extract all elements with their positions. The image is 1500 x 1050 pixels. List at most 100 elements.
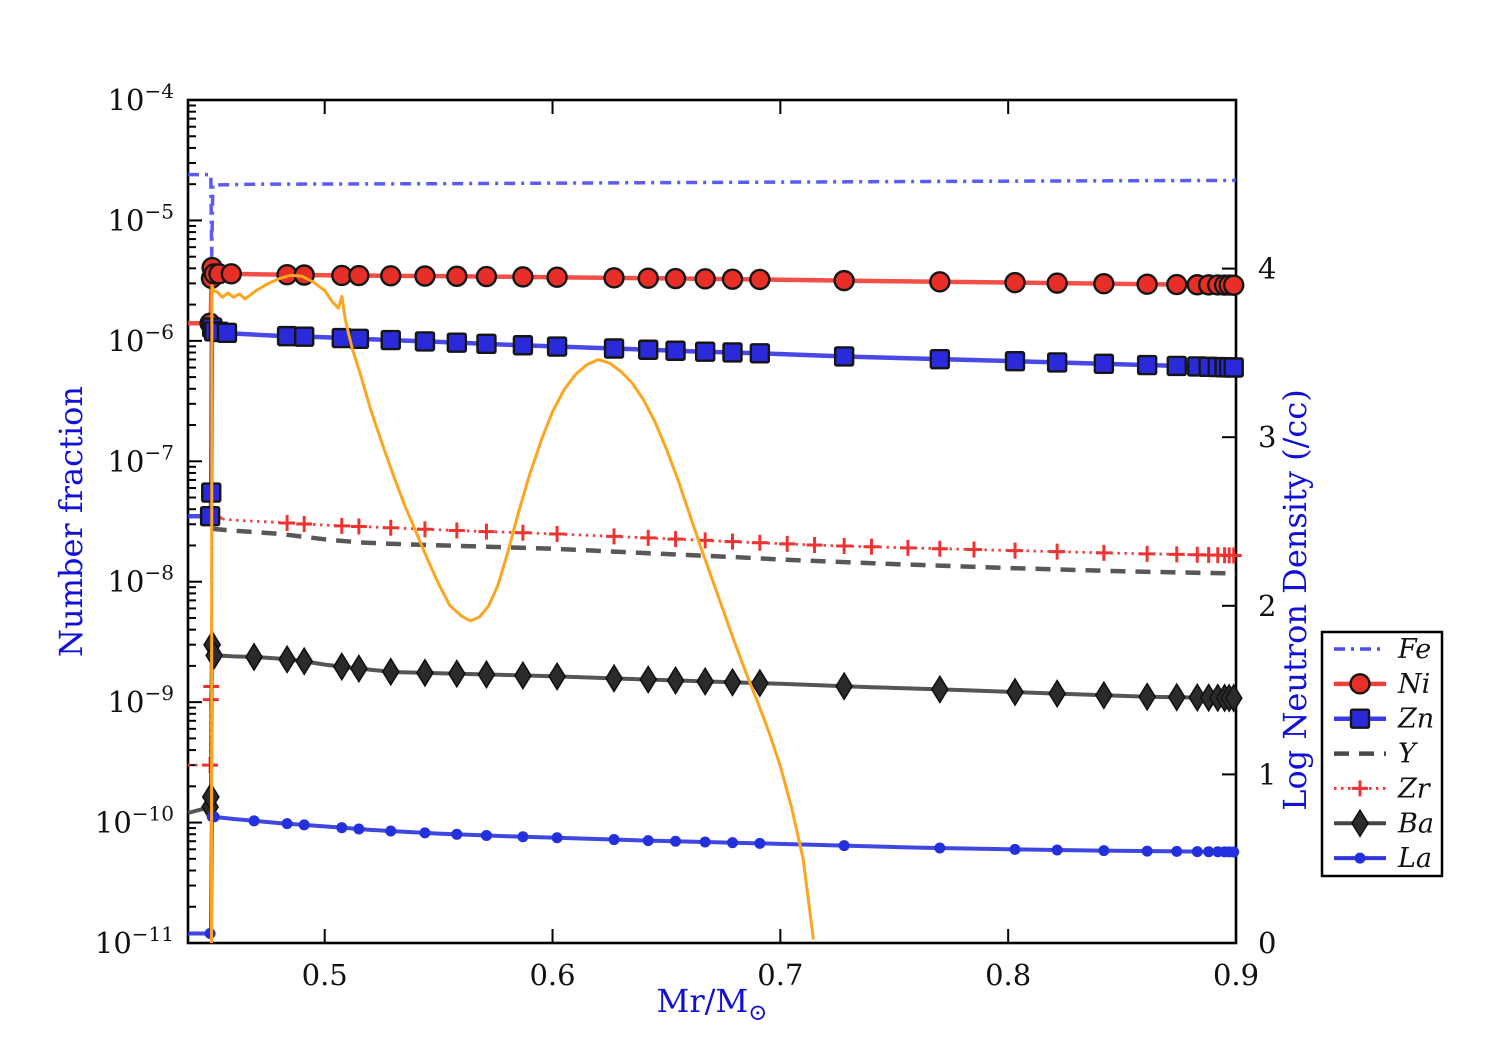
marker-Ni xyxy=(380,265,402,287)
marker-Zr xyxy=(1139,545,1156,562)
y-left-tick-label: 10−5 xyxy=(108,199,174,237)
marker-La xyxy=(517,831,529,843)
marker-Zr xyxy=(382,519,399,536)
marker-Ni xyxy=(512,266,534,288)
marker-Zn xyxy=(722,342,743,363)
marker-Ba xyxy=(1167,682,1186,712)
series-Ni xyxy=(188,256,1245,334)
series-Fe-line xyxy=(188,172,1237,259)
series-Zr xyxy=(188,509,1242,774)
marker-Zr xyxy=(1049,543,1066,560)
series-Zn-markers xyxy=(199,317,1244,527)
marker-Ba xyxy=(295,646,314,676)
y-right-tick-label: 1 xyxy=(1258,757,1276,791)
marker-Ni xyxy=(1004,271,1026,294)
legend-label: Zr xyxy=(1397,773,1432,804)
marker-Ni xyxy=(749,268,771,291)
marker-Ba xyxy=(639,664,658,695)
marker-La xyxy=(754,837,766,849)
marker-La xyxy=(551,832,563,844)
marker-Ni xyxy=(1093,273,1115,295)
series-neutron-density-line xyxy=(210,273,815,944)
plot-area xyxy=(186,98,1238,945)
marker-La xyxy=(1141,845,1153,857)
marker-La xyxy=(385,825,397,837)
legend-label: Y xyxy=(1398,739,1418,770)
y-right-tick-label: 4 xyxy=(1258,252,1276,286)
marker-La xyxy=(281,818,293,830)
marker-Zr xyxy=(931,540,948,557)
marker-La xyxy=(419,827,431,839)
marker-Ni xyxy=(1223,274,1245,296)
marker-Zr xyxy=(724,533,741,550)
marker-Zr xyxy=(1168,546,1185,563)
y-right-tick-label: 0 xyxy=(1258,926,1276,960)
x-tick-labels: 0.5 0.6 0.7 0.8 0.9 xyxy=(302,958,1259,992)
marker-La xyxy=(642,835,654,847)
marker-Ni xyxy=(475,265,498,288)
marker-La xyxy=(608,834,620,846)
marker-Ba xyxy=(1351,808,1369,838)
marker-Zr xyxy=(966,541,982,558)
legend-entry-Zr: Zr xyxy=(1334,773,1432,804)
marker-Ni xyxy=(220,263,242,285)
marker-Zr xyxy=(640,529,657,546)
marker-Zr xyxy=(350,518,367,535)
marker-Zn xyxy=(1136,354,1158,376)
legend-entry-Ni: Ni xyxy=(1334,669,1430,700)
marker-Ni xyxy=(1046,272,1068,294)
marker-Zr xyxy=(863,538,880,555)
series-Zr-markers xyxy=(202,509,1242,774)
legend: Fe Ni Zn YZr Ba La xyxy=(1320,630,1444,878)
marker-Zr xyxy=(779,535,796,552)
marker-Ba xyxy=(415,658,434,688)
marker-Zn xyxy=(1004,351,1026,372)
plot-frame xyxy=(186,98,1238,945)
marker-Ni xyxy=(664,267,687,290)
axis-ticks xyxy=(188,99,1237,944)
marker-Zr xyxy=(549,525,566,542)
legend-entry-Y: Y xyxy=(1334,739,1418,770)
marker-Zr xyxy=(751,534,768,551)
marker-Zn xyxy=(833,346,855,367)
marker-Ni xyxy=(929,271,951,293)
marker-Zn xyxy=(749,343,771,364)
y-left-tick-label: 10−8 xyxy=(108,561,174,599)
marker-Zn xyxy=(638,339,659,360)
marker-Zn xyxy=(1349,708,1371,729)
marker-Zn xyxy=(276,325,298,347)
marker-Zn xyxy=(929,348,951,370)
marker-Ba xyxy=(750,668,769,698)
legend-entry-Ba: Ba xyxy=(1334,808,1434,839)
y-left-tick-label: 10−4 xyxy=(108,79,174,117)
x-tick-label: 0.9 xyxy=(1213,958,1259,992)
legend-entry-La: La xyxy=(1334,843,1432,874)
legend-label: Ni xyxy=(1397,669,1430,700)
marker-Ba xyxy=(332,652,351,682)
marker-Zn xyxy=(512,335,534,356)
marker-La xyxy=(670,835,682,847)
legend-entry-Zn: Zn xyxy=(1334,704,1434,735)
marker-Zn xyxy=(293,326,315,347)
y-left-tick-label: 10−10 xyxy=(95,802,174,840)
marker-Ni xyxy=(1136,273,1158,295)
marker-Ba xyxy=(835,671,854,701)
marker-La xyxy=(838,840,850,852)
marker-Ba xyxy=(930,674,949,704)
marker-Ba xyxy=(447,659,466,689)
marker-La xyxy=(1098,845,1110,857)
marker-Zr xyxy=(448,522,465,539)
y-right-tick-label: 2 xyxy=(1258,589,1276,623)
marker-Ba xyxy=(548,661,567,691)
marker-La xyxy=(727,837,739,849)
marker-La xyxy=(248,815,260,827)
legend-label: Zn xyxy=(1397,704,1434,735)
series-Ba-markers xyxy=(201,630,1243,822)
marker-La xyxy=(1191,846,1203,858)
series-Ba xyxy=(187,630,1243,822)
series-La-markers xyxy=(204,811,1240,939)
marker-Zr xyxy=(606,528,623,545)
marker-Ni xyxy=(721,268,744,290)
series-Y-line xyxy=(211,526,1237,576)
marker-La xyxy=(1171,845,1183,857)
